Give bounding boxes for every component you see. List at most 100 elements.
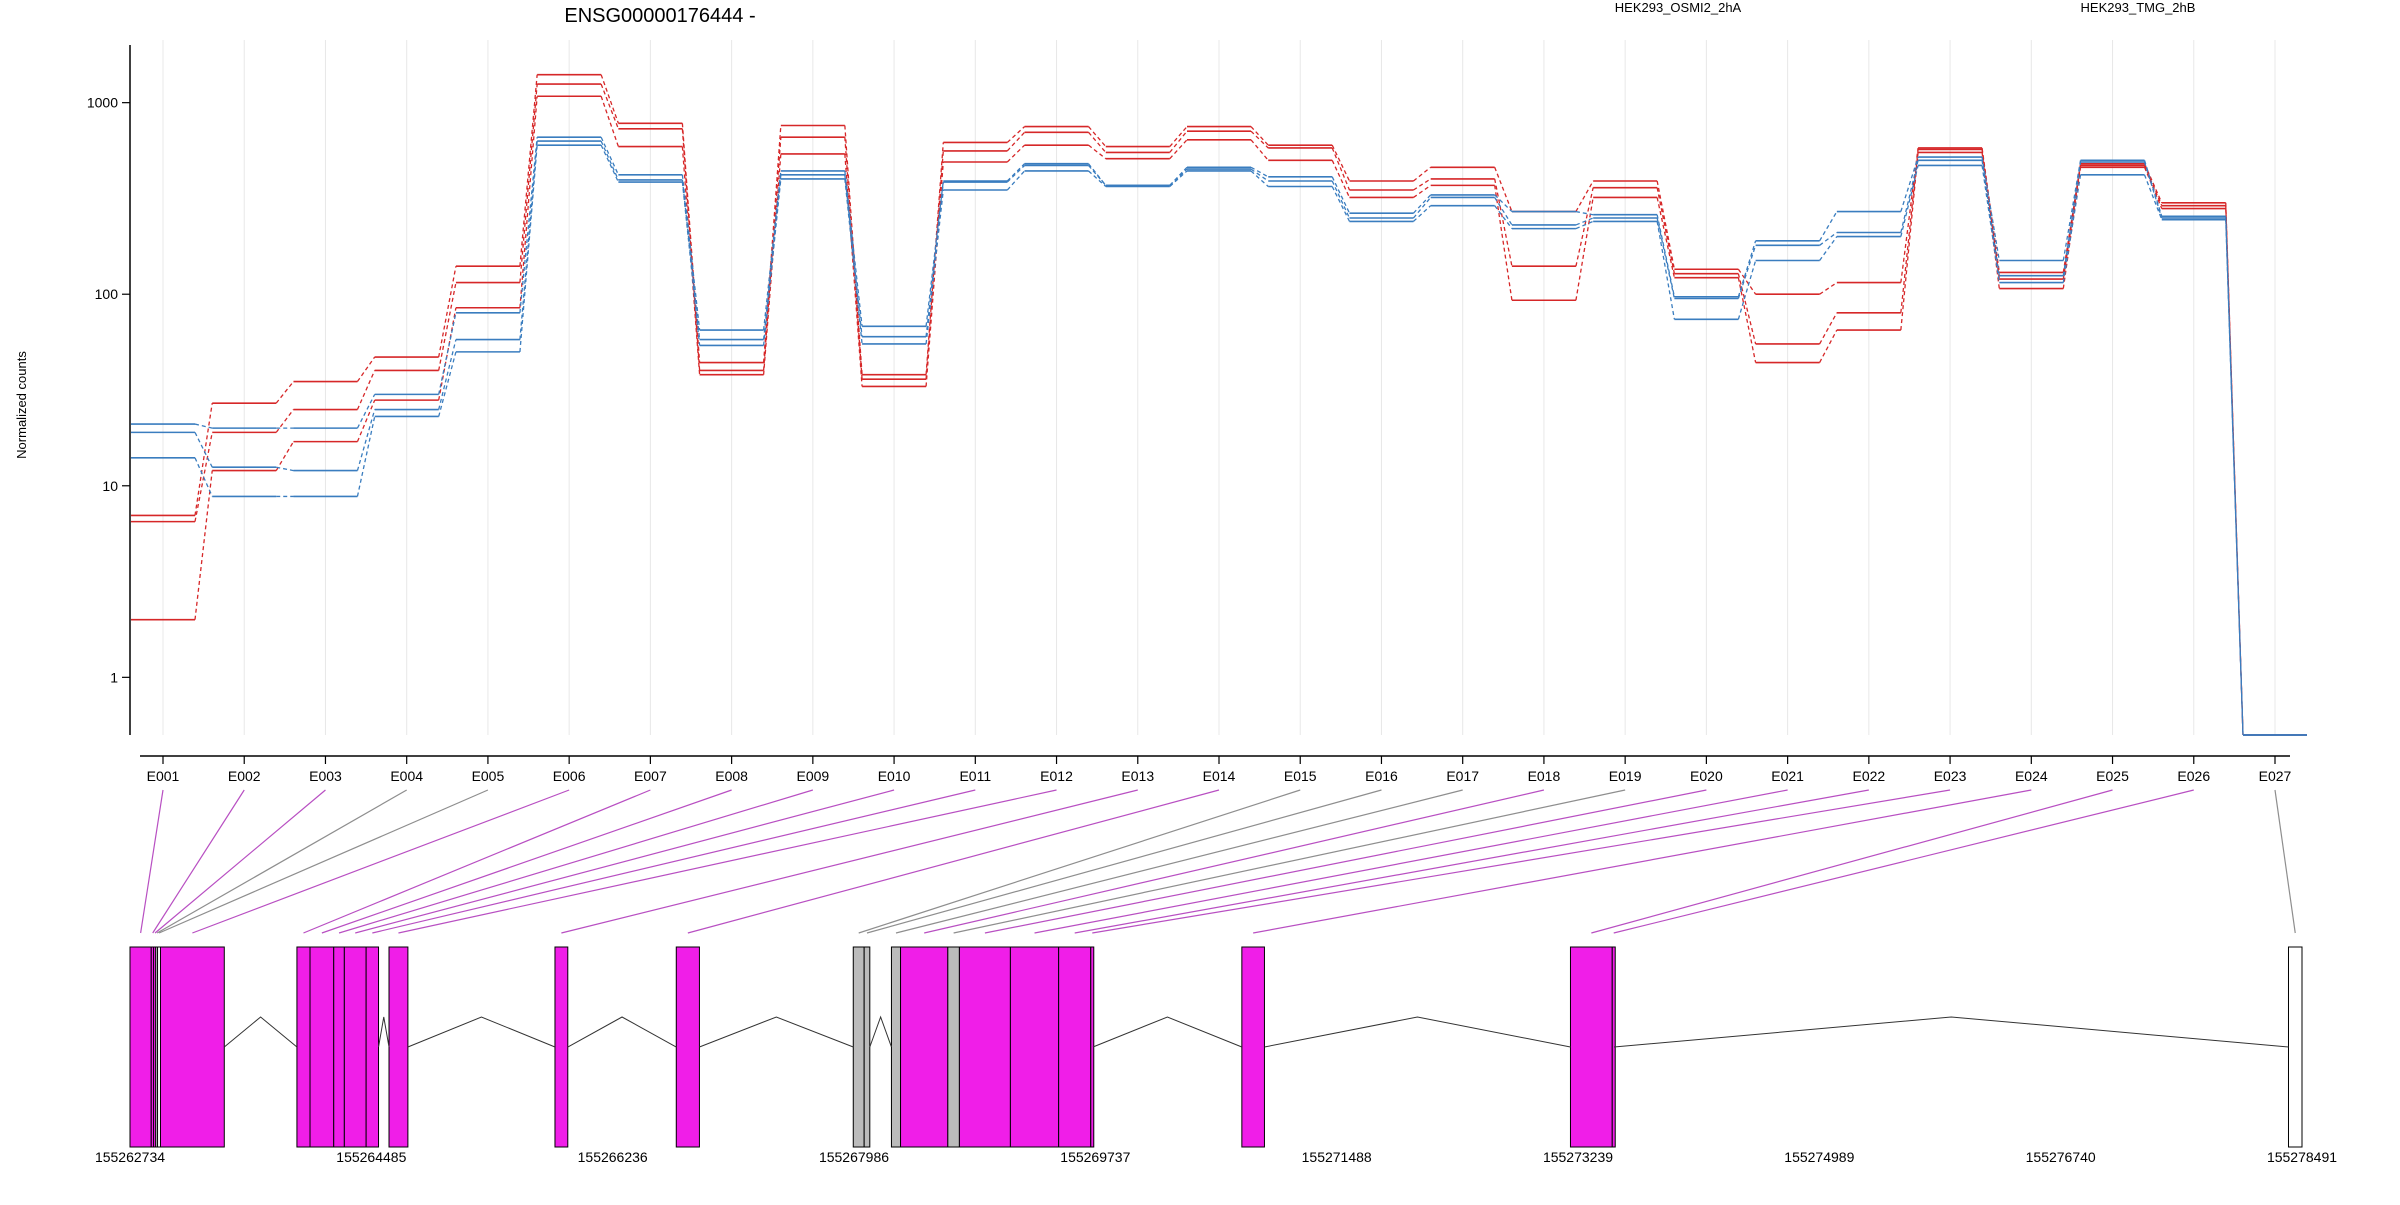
coordinate-label: 155273239 xyxy=(1543,1149,1613,1165)
series-connector xyxy=(844,170,863,327)
exon-block xyxy=(343,946,367,1148)
exon-block xyxy=(958,946,1011,1148)
series-connector xyxy=(194,432,213,468)
series-connector xyxy=(1819,329,1838,363)
series-connector xyxy=(438,339,457,410)
exon-block xyxy=(159,946,225,1148)
exon-block xyxy=(675,946,700,1148)
series-connector xyxy=(2143,161,2163,219)
series-connector xyxy=(1412,194,1432,214)
series-connector xyxy=(519,96,538,308)
series-connector xyxy=(1088,144,1107,160)
series-connector xyxy=(1413,205,1432,222)
exon-block xyxy=(129,946,152,1148)
series-connector xyxy=(1331,180,1351,219)
exon-connector xyxy=(156,789,407,934)
series-connector xyxy=(925,182,944,337)
series-connector xyxy=(356,399,376,442)
series-connector xyxy=(1494,205,1513,230)
series-connector xyxy=(1250,139,1269,161)
series-connector xyxy=(194,423,213,429)
series-connector xyxy=(844,174,863,337)
intron-line xyxy=(1092,1016,1243,1048)
series-connector xyxy=(356,356,376,382)
exon-connectors xyxy=(140,789,2296,934)
series-connector xyxy=(1494,194,1513,213)
exon-connector xyxy=(1613,789,2194,934)
series-connector xyxy=(1331,160,1351,198)
series-connector xyxy=(1575,220,1594,230)
series-connector xyxy=(681,174,701,331)
x-tick-label: E004 xyxy=(390,768,423,784)
series-connector xyxy=(1331,147,1351,191)
series-connector xyxy=(1169,170,1188,187)
series-connector xyxy=(1737,240,1757,297)
series-connector xyxy=(1737,245,1757,299)
intron-line xyxy=(1613,1016,2289,1048)
coordinate-label: 155271488 xyxy=(1302,1149,1372,1165)
x-tick-label: E002 xyxy=(228,768,261,784)
series-connector xyxy=(600,74,619,124)
series-connector xyxy=(1250,130,1269,149)
x-tick-label: E017 xyxy=(1446,768,1479,784)
series-connector xyxy=(1819,211,1838,242)
series-connector xyxy=(1413,184,1432,198)
exon-connector xyxy=(561,789,1138,934)
exon-connector xyxy=(140,789,164,934)
series-connector xyxy=(1981,156,2000,261)
coordinate-label: 155278491 xyxy=(2267,1149,2337,1165)
series-connector xyxy=(925,161,944,387)
series-connector xyxy=(600,83,619,130)
series-connector xyxy=(1169,168,1188,186)
series-connector xyxy=(681,128,701,371)
exon-block xyxy=(2287,946,2303,1148)
series-lines xyxy=(131,73,2307,736)
exon-block xyxy=(554,946,569,1148)
series-connector xyxy=(194,457,213,497)
series-connector xyxy=(519,137,538,313)
y-tick-label: 100 xyxy=(95,286,119,302)
legend-item-tmg: HEK293_TMG_2hB xyxy=(2081,0,2196,15)
series-connector xyxy=(356,394,376,429)
series-connector xyxy=(762,125,782,363)
y-tick-label: 10 xyxy=(102,478,118,494)
coordinate-label: 155276740 xyxy=(2026,1149,2096,1165)
x-tick-label: E008 xyxy=(715,768,748,784)
series-connector xyxy=(1656,187,1676,274)
series-connector xyxy=(1412,197,1432,219)
series-connector xyxy=(194,470,213,620)
x-tick-label: E025 xyxy=(2096,768,2129,784)
exon-connector xyxy=(321,789,732,934)
intron-line xyxy=(699,1016,854,1048)
series-connector xyxy=(1900,147,1919,283)
exon-connector xyxy=(984,789,1707,934)
series-connector xyxy=(925,189,944,345)
x-tick-label: E020 xyxy=(1690,768,1723,784)
legend-item-osmi2: HEK293_OSMI2_2hA xyxy=(1615,0,1742,15)
y-tick-label: 1 xyxy=(110,669,118,685)
x-tick-label: E026 xyxy=(2177,768,2210,784)
exon-block xyxy=(852,946,865,1148)
exon-connector xyxy=(303,789,651,934)
series-connector xyxy=(1819,236,1838,261)
series-connector xyxy=(1981,165,2000,283)
series-connector xyxy=(519,84,538,283)
exon-connector xyxy=(1092,789,1951,934)
x-tick-label: E019 xyxy=(1609,768,1642,784)
x-tick-label: E003 xyxy=(309,768,342,784)
series-connector xyxy=(1088,131,1107,153)
series-connector xyxy=(762,170,782,331)
y-axis-label: Normalized counts xyxy=(14,351,29,459)
x-tick-label: E022 xyxy=(1852,768,1885,784)
series-connector xyxy=(1494,167,1513,212)
x-tick-label: E021 xyxy=(1771,768,1804,784)
series-connector xyxy=(1006,144,1025,163)
x-tick-label: E010 xyxy=(878,768,911,784)
series-connector xyxy=(275,409,294,433)
series-connector xyxy=(1575,180,1594,212)
series-connector xyxy=(1737,277,1757,363)
exon-block xyxy=(365,946,380,1148)
x-tick-label: E001 xyxy=(147,768,180,784)
exon-block xyxy=(1009,946,1060,1148)
